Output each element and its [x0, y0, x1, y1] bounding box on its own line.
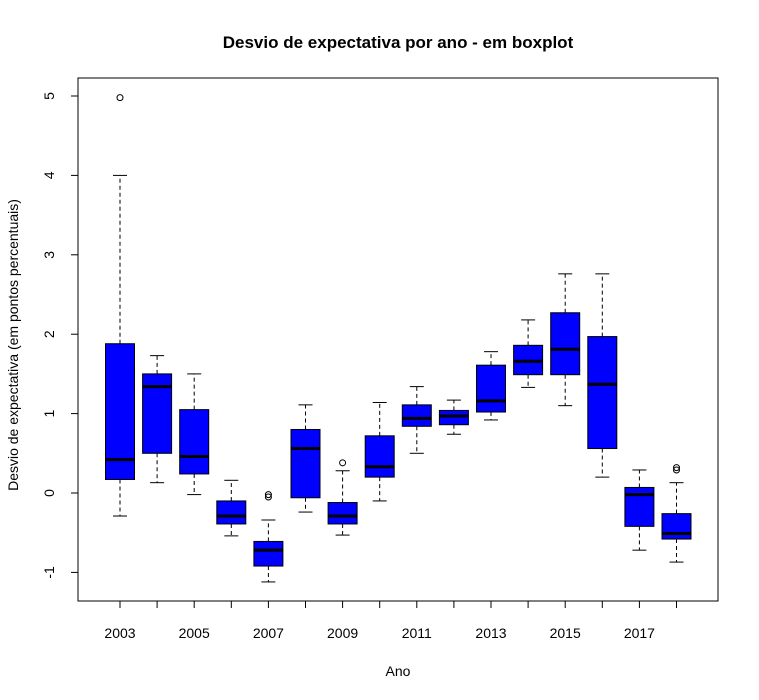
- plot-frame: [77, 77, 719, 602]
- chart-title: Desvio de expectativa por ano - em boxpl…: [223, 33, 574, 52]
- x-tick-label: 2011: [402, 625, 432, 641]
- iqr-box: [550, 312, 581, 376]
- x-tick-label: 2009: [327, 625, 358, 641]
- x-axis-label: Ano: [386, 663, 411, 679]
- box-2007: [253, 491, 284, 583]
- iqr-box: [401, 404, 432, 427]
- box-2016: [587, 273, 618, 478]
- box-2006: [216, 479, 247, 537]
- iqr-box: [105, 343, 135, 481]
- outlier-point: [339, 459, 347, 467]
- iqr-box: [587, 336, 618, 450]
- y-axis-label: Desvio de expectativa (em pontos percent…: [5, 199, 21, 491]
- box-2009: [327, 459, 358, 536]
- iqr-box: [290, 428, 321, 499]
- box-2018: [661, 464, 692, 563]
- box-2004: [142, 355, 173, 484]
- box-2013: [476, 351, 506, 421]
- y-tick-label: 3: [41, 251, 57, 259]
- box-2008: [290, 404, 321, 513]
- iqr-box: [661, 513, 692, 540]
- x-tick-label: 2007: [253, 625, 284, 641]
- x-tick-label: 2005: [179, 625, 210, 641]
- x-tick-label: 2017: [624, 625, 655, 641]
- y-tick-label: 0: [41, 489, 57, 497]
- x-tick-label: 2013: [475, 625, 506, 641]
- iqr-box: [438, 409, 469, 426]
- outlier-point: [264, 493, 272, 501]
- box-2011: [401, 386, 432, 454]
- box-2012: [438, 399, 469, 435]
- iqr-box: [253, 540, 284, 567]
- box-2017: [624, 469, 655, 551]
- iqr-box: [476, 364, 506, 413]
- iqr-box: [216, 500, 247, 525]
- y-tick-label: 4: [41, 171, 57, 179]
- y-axis: -1 0 1 2 3 4 5: [41, 92, 79, 579]
- outlier-point: [264, 491, 272, 499]
- box-2014: [513, 319, 544, 388]
- box-2015: [550, 273, 581, 407]
- iqr-box: [179, 409, 210, 475]
- outlier-point: [673, 464, 680, 472]
- x-axis: 2003 2005 2007 2009 2011 2013 2015 2017: [104, 600, 677, 641]
- box-2005: [179, 373, 210, 496]
- x-tick-label: 2015: [550, 625, 581, 641]
- y-tick-label: 2: [41, 330, 57, 338]
- iqr-box: [364, 435, 395, 478]
- outlier-point: [673, 466, 680, 474]
- x-tick-label: 2003: [104, 625, 135, 641]
- outlier-point: [116, 94, 124, 102]
- iqr-box: [327, 502, 358, 525]
- y-tick-label: -1: [41, 566, 57, 579]
- box-2010: [364, 401, 395, 502]
- box-2003: [105, 94, 135, 517]
- y-tick-label: 1: [41, 409, 57, 417]
- boxes-layer: [105, 94, 692, 583]
- y-tick-label: 5: [41, 92, 57, 100]
